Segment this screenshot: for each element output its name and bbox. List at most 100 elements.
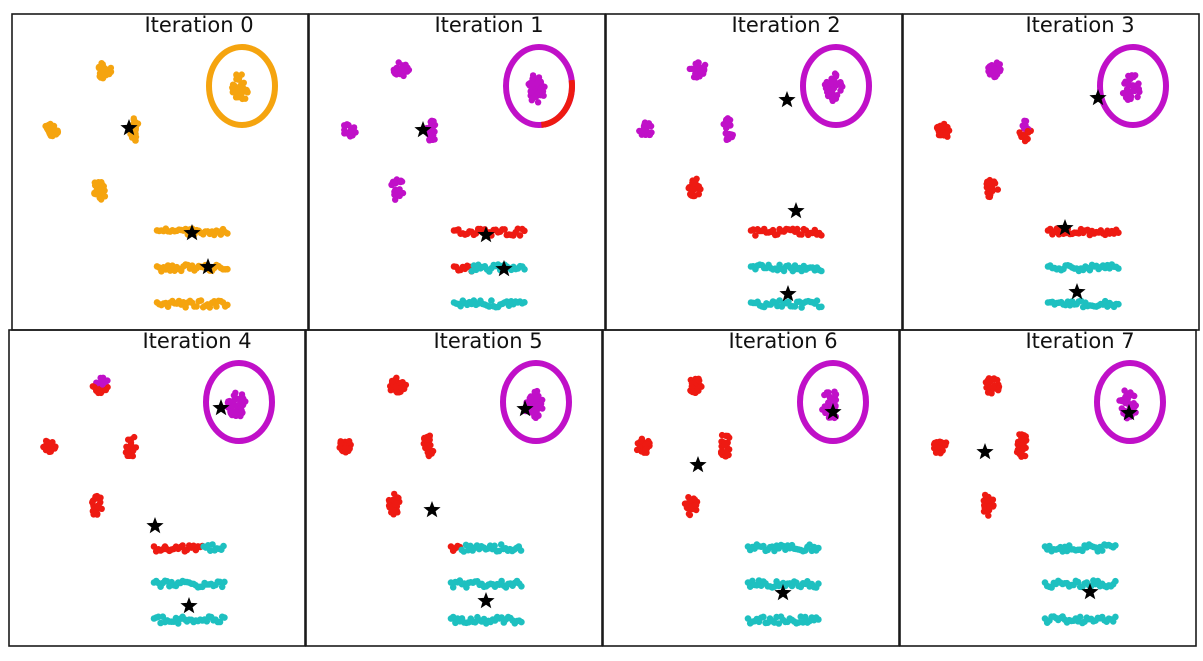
point-cluster-cluster-mid-left — [720, 115, 736, 143]
panel-title: Iteration 5 — [433, 329, 542, 353]
data-point — [1112, 613, 1119, 621]
point-cluster-cluster-center — [681, 494, 701, 519]
point-cluster-cluster-top-left — [687, 375, 705, 396]
panel-title: Iteration 3 — [1025, 13, 1134, 37]
data-point — [342, 445, 349, 452]
data-point — [932, 449, 940, 456]
data-point — [232, 411, 240, 418]
data-point — [533, 394, 540, 402]
data-point — [99, 181, 106, 189]
data-point — [931, 443, 939, 450]
data-point — [232, 394, 239, 402]
outer-ring — [500, 360, 572, 444]
data-point — [393, 500, 400, 507]
data-point — [1112, 577, 1119, 585]
data-point — [209, 541, 216, 548]
stripe-cluster-2 — [744, 577, 822, 591]
data-point — [687, 496, 694, 504]
data-point — [395, 59, 402, 66]
data-point — [815, 544, 822, 552]
data-point — [989, 496, 997, 503]
data-point — [798, 231, 805, 238]
data-point — [93, 495, 100, 502]
point-cluster-cluster-center — [685, 175, 704, 200]
data-point — [521, 227, 528, 235]
data-point — [1121, 80, 1128, 87]
centroid-star-icon — [120, 119, 138, 136]
centroid-star-icon — [787, 202, 805, 219]
outer-ring — [797, 360, 869, 444]
point-cluster-circle — [821, 70, 846, 105]
data-point — [132, 137, 139, 144]
data-point — [104, 71, 111, 78]
data-point — [1123, 390, 1131, 397]
data-point — [1116, 397, 1123, 404]
stripe-cluster-3 — [450, 297, 528, 311]
point-cluster-cluster-mid-left — [1013, 431, 1030, 460]
point-cluster-cluster-top-left — [686, 59, 709, 81]
data-point — [1112, 542, 1119, 549]
data-point — [695, 61, 702, 68]
data-point — [394, 509, 401, 516]
panel-frame — [902, 13, 1200, 331]
outer-ring — [206, 44, 278, 128]
stripe-cluster-1 — [744, 541, 822, 555]
data-point — [984, 178, 991, 185]
point-cluster-cluster-mid-left — [1016, 117, 1034, 145]
centroid-star-icon — [180, 597, 198, 614]
data-point — [131, 433, 138, 441]
data-point — [646, 439, 653, 447]
iteration-panel-1: Iteration 1 — [308, 13, 606, 331]
data-point — [422, 444, 429, 452]
data-point — [427, 133, 434, 140]
stripe-cluster-3 — [153, 297, 231, 311]
panel-frame — [605, 13, 903, 331]
data-point — [985, 375, 993, 382]
data-point — [97, 389, 105, 397]
data-point — [537, 78, 544, 85]
data-point — [938, 439, 945, 446]
centroid-star-icon — [774, 584, 792, 601]
data-point — [124, 450, 131, 457]
data-point — [641, 121, 648, 128]
data-point — [981, 503, 988, 510]
panel-title: Iteration 7 — [1025, 329, 1134, 353]
data-point — [224, 230, 231, 237]
data-point — [728, 131, 735, 138]
centroid-star-icon — [1089, 89, 1107, 106]
stripe-cluster-1 — [1041, 541, 1119, 555]
data-point — [824, 92, 832, 100]
data-point — [534, 99, 542, 106]
data-point — [394, 494, 401, 501]
data-point — [722, 130, 729, 137]
data-point — [92, 191, 100, 198]
data-point — [1127, 93, 1135, 100]
data-point — [685, 510, 693, 518]
data-point — [337, 439, 344, 447]
data-point — [430, 118, 437, 125]
data-point — [517, 547, 525, 554]
data-point — [989, 187, 996, 194]
panel-title: Iteration 6 — [728, 329, 837, 353]
stripe-cluster-3 — [747, 297, 825, 311]
data-point — [535, 411, 542, 419]
data-point — [692, 501, 700, 509]
iteration-panel-5: Iteration 5 — [305, 329, 603, 647]
data-point — [642, 446, 649, 453]
data-point — [823, 78, 830, 86]
outer-ring — [1094, 360, 1166, 444]
data-point — [695, 191, 702, 198]
data-point — [197, 297, 205, 304]
data-point — [239, 401, 247, 409]
data-point — [44, 127, 52, 134]
data-point — [534, 406, 541, 413]
data-point — [939, 123, 946, 130]
data-point — [815, 580, 822, 587]
data-point — [985, 512, 992, 519]
stripe-cluster-3 — [447, 613, 525, 627]
data-point — [813, 297, 821, 305]
data-point — [224, 301, 231, 309]
data-point — [690, 388, 697, 396]
centroid-star-icon — [824, 403, 842, 420]
